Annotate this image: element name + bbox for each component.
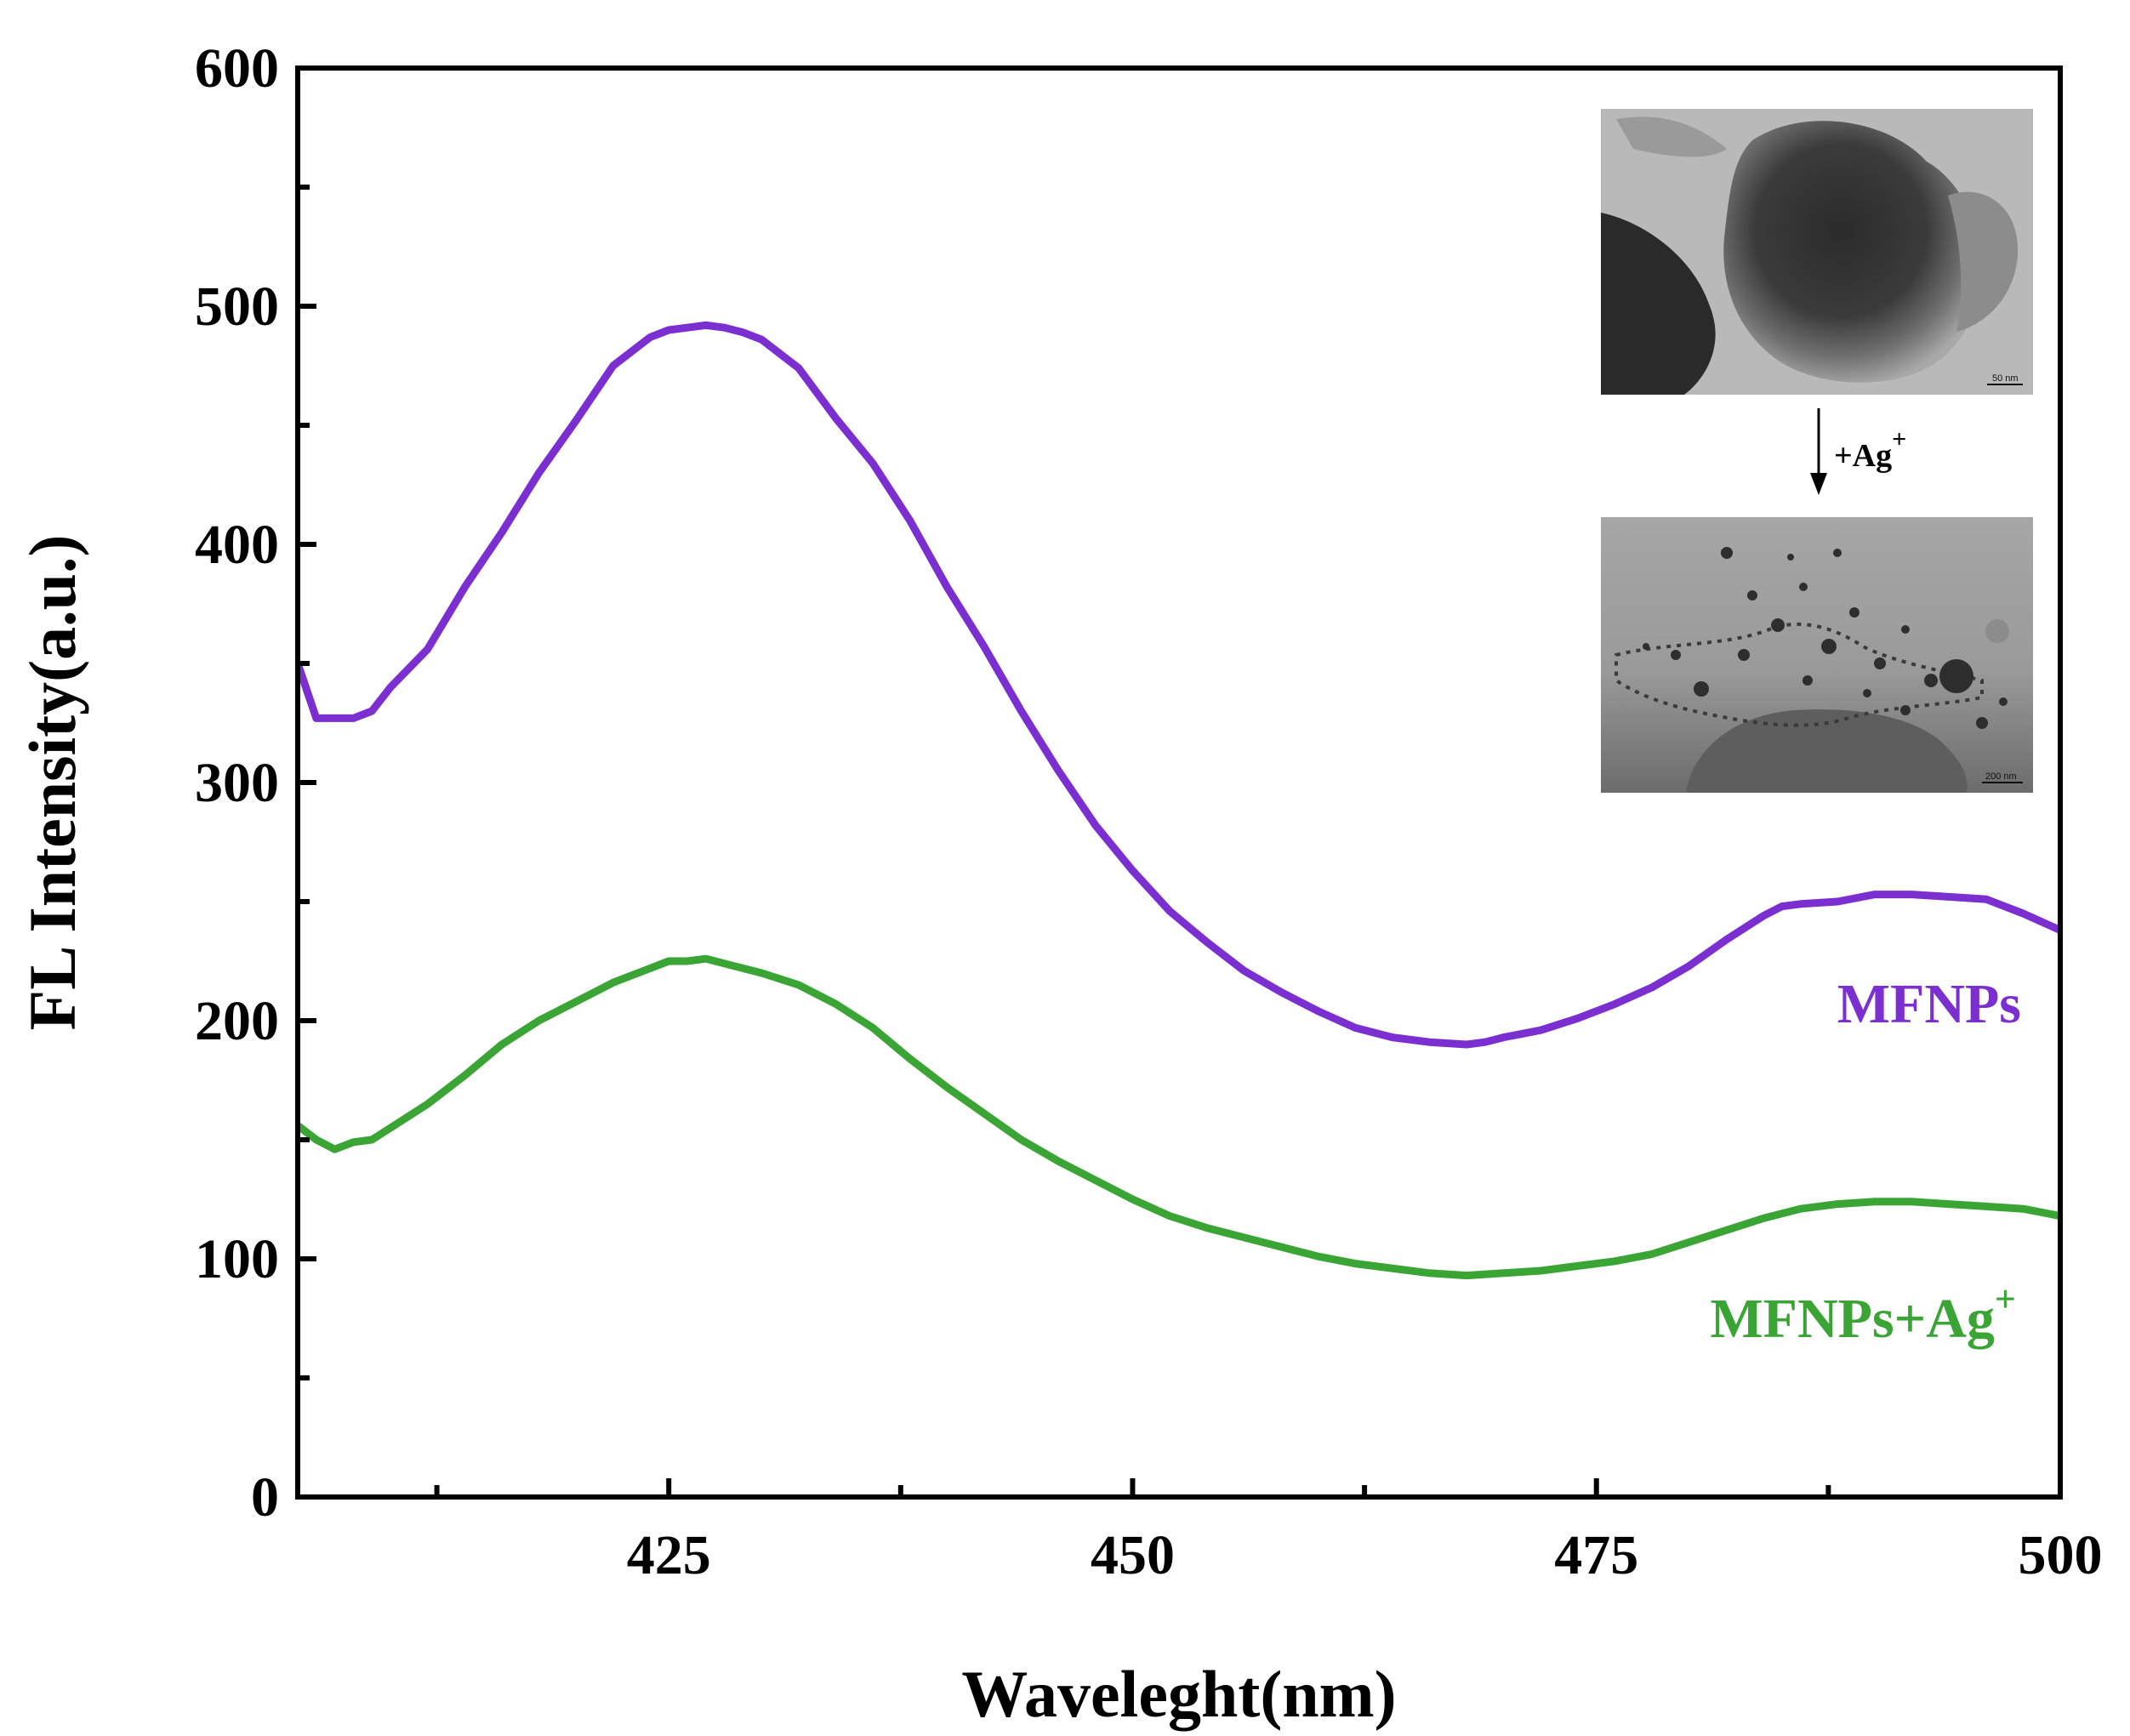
y-axis-title: FL Intensity(a.u.): [15, 535, 89, 1031]
y-tick-label: 100: [195, 1228, 279, 1290]
y-axis: 0 100 200 300 400 500 600: [195, 37, 316, 1528]
tem-scale-top: 50 nm: [1992, 373, 2019, 384]
y-tick-label: 200: [195, 990, 279, 1052]
x-axis: 425 450 475 500: [434, 1478, 2103, 1586]
series-line-mfnps: [298, 321, 2060, 1049]
series-line-mfnps-ag: [298, 954, 2060, 1280]
y-tick-label: 600: [195, 37, 279, 100]
x-axis-title: Waveleght(nm): [961, 1657, 1396, 1731]
tem-image-after: 200 nm: [1601, 517, 2033, 793]
series-label-mfnps-ag-base: MFNPs+Ag: [1710, 1288, 1995, 1350]
x-tick-label: 500: [2019, 1524, 2103, 1586]
tem-inset: 50 nm +Ag+ 200 nm: [1601, 109, 2033, 793]
arrow-label: +Ag: [1834, 438, 1892, 474]
y-tick-label: 500: [195, 276, 279, 338]
tem-scale-bottom: 200 nm: [1985, 771, 2017, 782]
series-label-mfnps-ag-sup: +: [1995, 1278, 2016, 1320]
arrow-label-sup: +: [1892, 425, 1906, 453]
x-tick-label: 425: [627, 1524, 711, 1586]
y-tick-label: 300: [195, 752, 279, 814]
y-tick-label: 0: [251, 1466, 279, 1528]
y-tick-label: 400: [195, 514, 279, 576]
x-tick-label: 450: [1091, 1524, 1175, 1586]
series-label-mfnps-ag: MFNPs+Ag+: [1710, 1278, 2016, 1350]
reaction-arrow: +Ag+: [1810, 408, 1906, 495]
tem-image-before: 50 nm: [1601, 109, 2033, 395]
svg-text:+Ag+: +Ag+: [1834, 425, 1906, 474]
x-tick-label: 475: [1554, 1524, 1638, 1586]
series-label-mfnps: MFNPs: [1837, 973, 2021, 1035]
